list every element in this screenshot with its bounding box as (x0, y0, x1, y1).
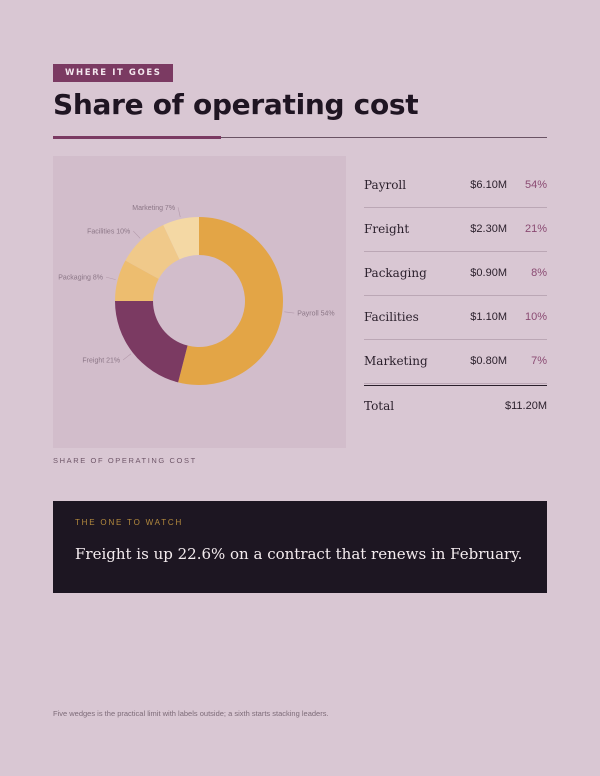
slice-label: Freight 21% (82, 357, 120, 364)
donut-slice-packaging (115, 260, 159, 301)
row-amount: $1.10M (470, 311, 507, 323)
chart-caption: SHARE OF OPERATING COST (53, 456, 197, 465)
cost-table: Payroll $6.10M 54% Freight $2.30M 21% Pa… (364, 164, 547, 384)
table-row: Facilities $1.10M 10% (364, 296, 547, 340)
table-row: Freight $2.30M 21% (364, 208, 547, 252)
title-accent-rule (53, 136, 221, 139)
donut-slice-facilities (125, 224, 180, 279)
row-label: Marketing (364, 354, 428, 368)
row-amount: $2.30M (470, 223, 507, 235)
row-percent: 21% (524, 223, 547, 235)
donut-slice-payroll (178, 217, 283, 385)
table-row: Payroll $6.10M 54% (364, 164, 547, 208)
row-amount: $0.80M (470, 355, 507, 367)
row-amount: $6.10M (470, 179, 507, 191)
total-label: Total (364, 399, 395, 413)
row-percent: 54% (524, 179, 547, 191)
row-amount: $0.90M (470, 267, 507, 279)
slice-label: Marketing 7% (132, 205, 175, 212)
table-total-row: Total $11.20M (364, 385, 547, 426)
table-row: Marketing $0.80M 7% (364, 340, 547, 384)
row-percent: 8% (531, 267, 547, 279)
title-rule (53, 137, 547, 138)
callout-eyebrow: THE ONE TO WATCH (75, 518, 184, 527)
row-label: Freight (364, 222, 410, 236)
slice-label: Packaging 8% (58, 275, 103, 282)
slice-leader-line (177, 207, 181, 218)
slice-label: Payroll 54% (297, 311, 334, 318)
row-percent: 10% (524, 311, 547, 323)
total-amount: $11.20M (505, 400, 547, 412)
table-row: Packaging $0.90M 8% (364, 252, 547, 296)
row-label: Payroll (364, 178, 407, 192)
callout-box: THE ONE TO WATCH Freight is up 22.6% on … (53, 501, 547, 593)
donut-slice-freight (115, 301, 188, 383)
donut-chart-panel: Payroll 54% Freight 21% Packaging 8% Facili… (53, 156, 346, 448)
slice-leader-line (284, 311, 295, 314)
row-percent: 7% (531, 355, 547, 367)
callout-text: Freight is up 22.6% on a contract that r… (75, 545, 523, 563)
donut-slice-marketing (163, 217, 199, 260)
row-label: Packaging (364, 266, 427, 280)
row-label: Facilities (364, 310, 419, 324)
slice-leader-line (105, 276, 116, 280)
section-kicker: WHERE IT GOES (53, 64, 174, 82)
page-title: Share of operating cost (53, 88, 419, 121)
footnote: Five wedges is the practical limit with … (53, 709, 329, 718)
donut-chart: Payroll 54% Freight 21% Packaging 8% Facili… (58, 205, 335, 385)
slice-label: Facilities 10% (87, 229, 130, 236)
slice-leader-line (133, 230, 141, 239)
slice-leader-line (122, 353, 132, 361)
